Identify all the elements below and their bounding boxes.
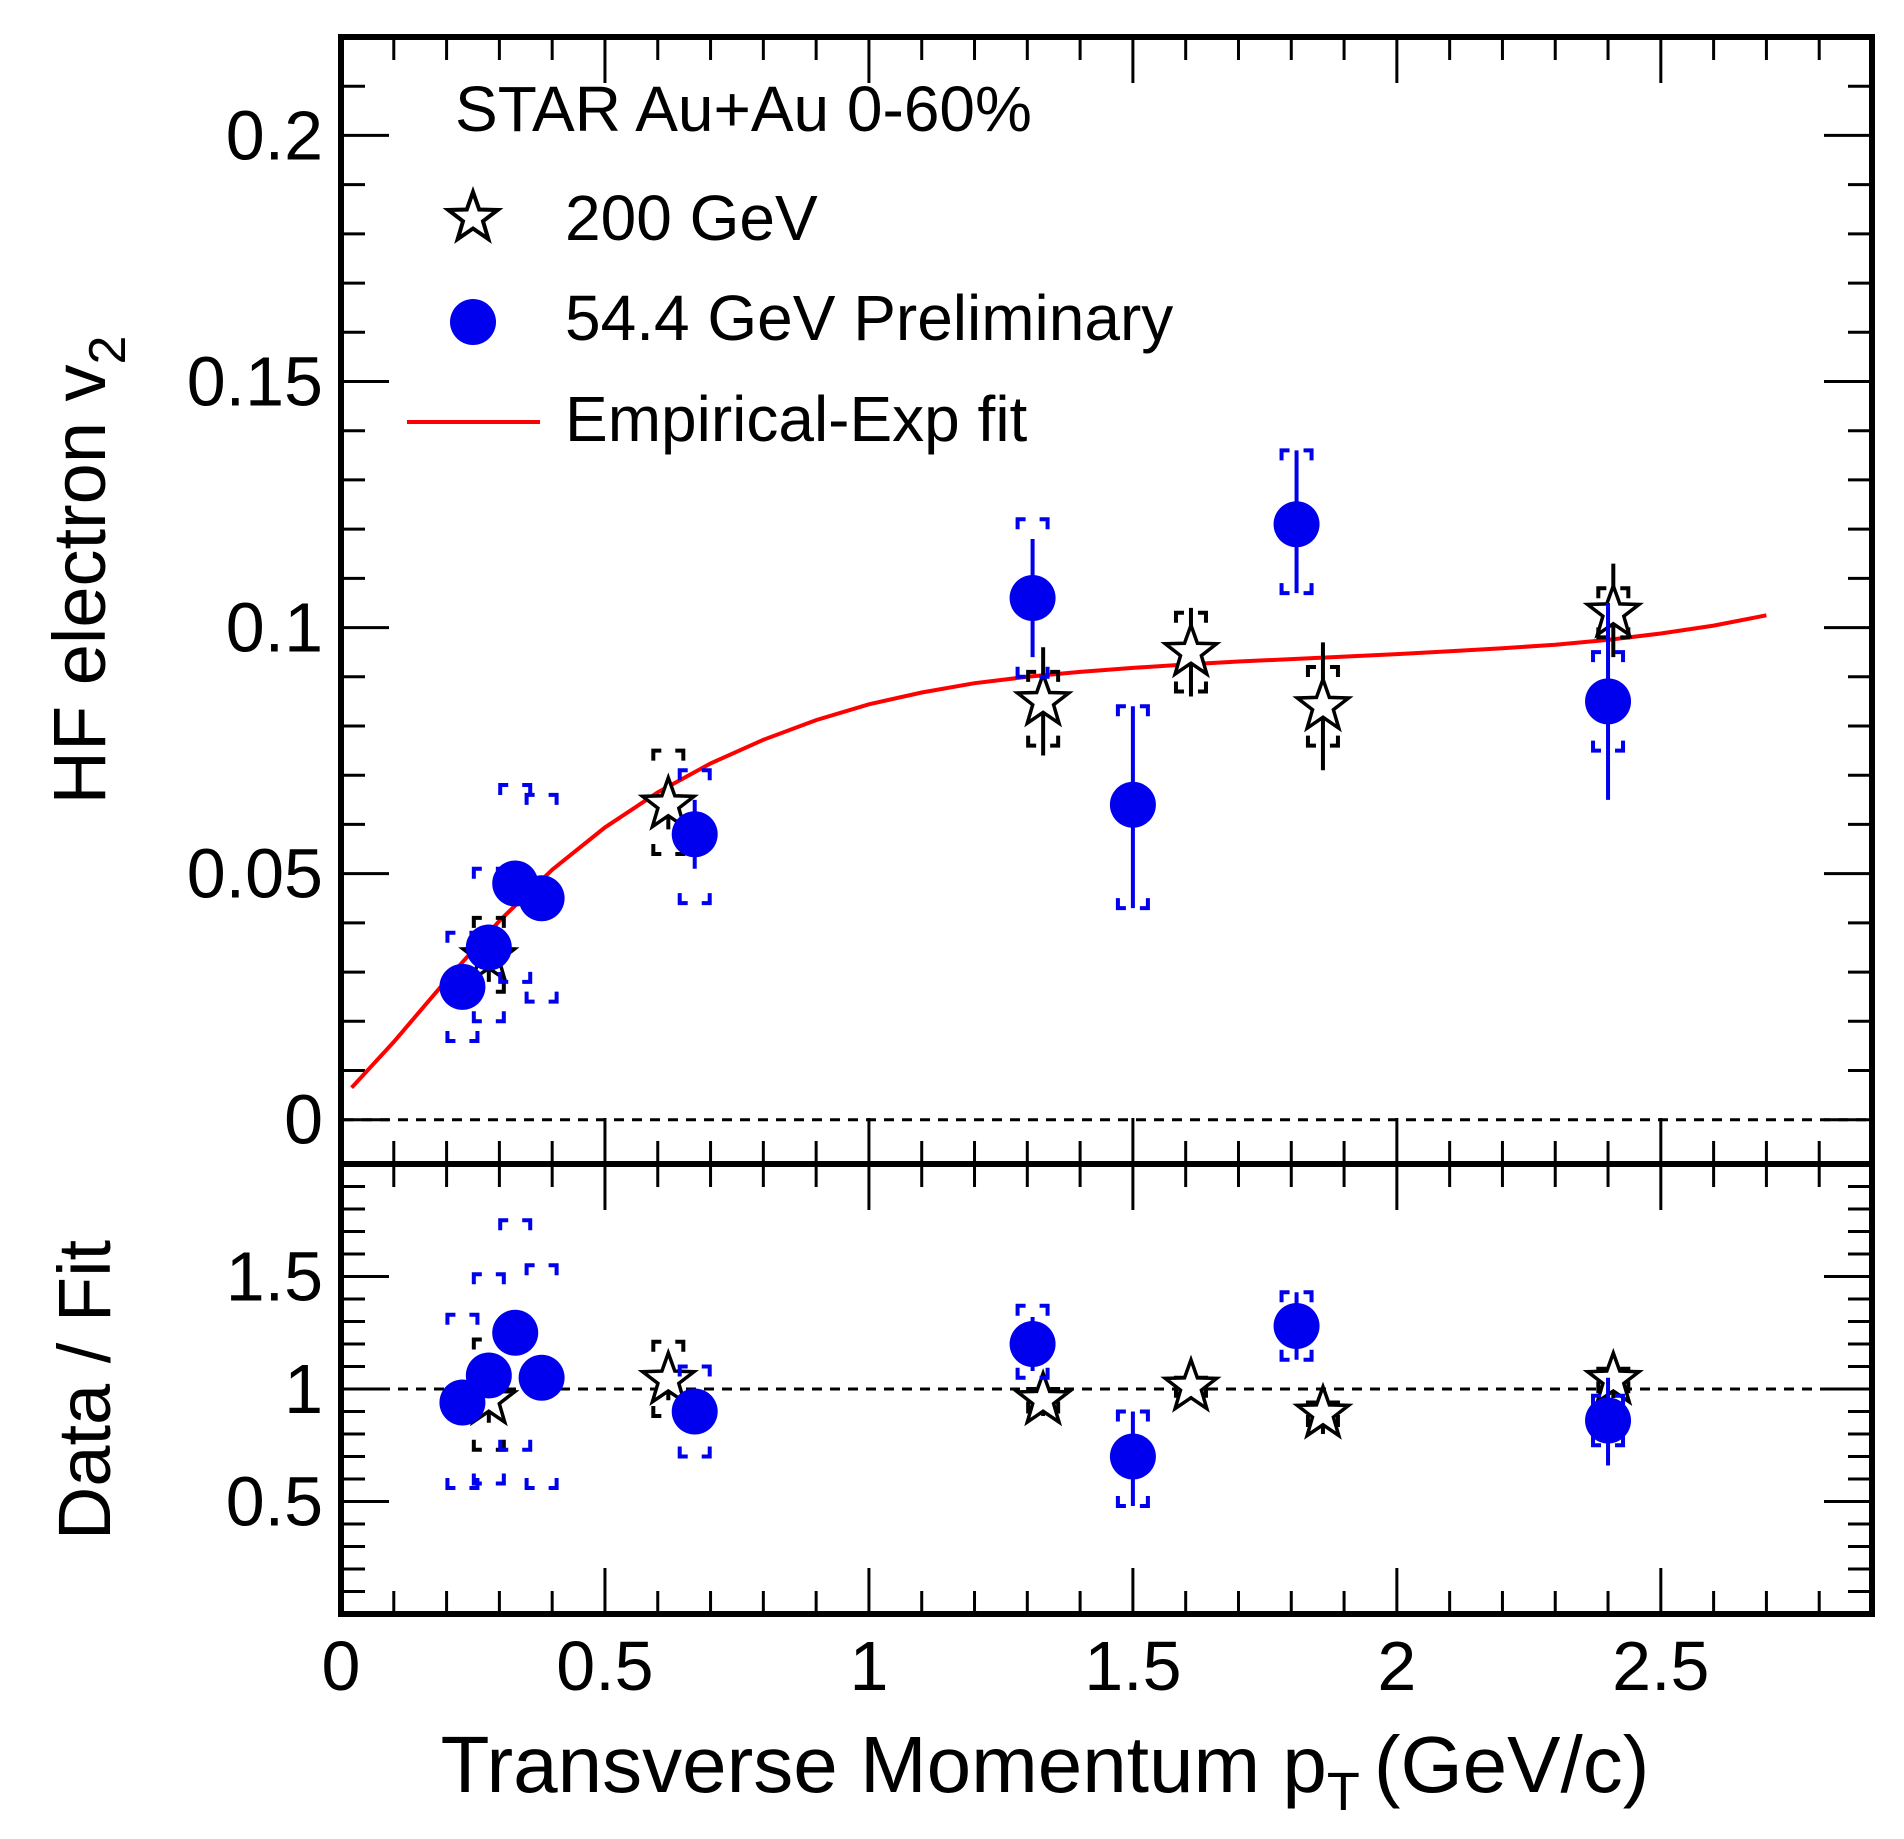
v2-panel-ticks — [339, 35, 1874, 1164]
v2-panel: 0 0.05 0.1 0.15 0.2 STAR Au+Au 0-60% 200 GeV… — [38, 34, 1875, 1167]
ratio-54-gev-circle-marker — [671, 1388, 718, 1435]
v2-54-gev-circle-marker — [439, 963, 486, 1010]
ratio-54-gev-circle-marker — [1585, 1397, 1632, 1444]
v2-200-gev-star-marker — [1160, 619, 1222, 679]
legend-star-icon — [442, 186, 504, 244]
v2-54-gev-sys-bracket — [1115, 704, 1150, 911]
ratio-200-gev-sys-bracket — [1305, 1400, 1340, 1427]
v2-54-gev-sys-bracket — [524, 792, 559, 1004]
v2-y-tick-label: 0 — [284, 1081, 323, 1159]
v2-200-gev-sys-bracket — [1026, 669, 1061, 748]
v2-200-gev-star-marker — [1582, 580, 1644, 639]
v2-54-gev-circle-marker — [1109, 781, 1156, 828]
ratio-200-gev-star-marker — [637, 1347, 699, 1407]
x-axis-label: Transverse Momentum pT (GeV/c) — [441, 1720, 1650, 1822]
ratio-54-gev-sys-bracket — [1279, 1290, 1314, 1362]
ratio-54-gev-sys-bracket — [677, 1364, 712, 1459]
ratio-200-gev-sys-bracket — [1596, 1366, 1631, 1394]
x-tick-label: 2 — [1377, 1627, 1416, 1705]
legend-title: STAR Au+Au 0-60% — [455, 73, 1032, 145]
ratio-y-axis-label: Data / Fit — [43, 1239, 126, 1540]
ratio-200-gev-sys-bracket — [651, 1339, 686, 1418]
ratio-54-gev-sys-bracket — [1015, 1303, 1050, 1380]
v2-54-gev-circle-marker — [518, 875, 565, 922]
ratio-200-gev-star-marker — [1012, 1368, 1074, 1427]
v2-54-gev-circle-marker — [465, 924, 512, 971]
v2-y-tick-label: 0.15 — [187, 342, 323, 420]
v2-54-gev-sys-bracket — [498, 783, 533, 984]
ratio-data-points — [439, 1218, 1644, 1508]
x-tick-label: 1.5 — [1084, 1627, 1181, 1705]
ratio-54-gev-circle-marker — [1009, 1321, 1056, 1367]
ratio-panel-ticks — [339, 1162, 1874, 1616]
v2-y-axis-label: HF electron v2 — [38, 336, 137, 805]
v2-200-gev-sys-bracket — [1596, 586, 1631, 640]
ratio-54-gev-circle-marker — [465, 1352, 512, 1399]
x-tick-labels: 0 0.5 1 1.5 2 2.5 — [322, 1627, 1710, 1705]
ratio-54-gev-circle-marker — [1109, 1433, 1156, 1480]
legend: STAR Au+Au 0-60% 200 GeV 54.4 GeV Prelim… — [407, 73, 1173, 455]
v2-54-gev-sys-bracket — [1279, 448, 1314, 596]
x-tick-label: 0.5 — [556, 1627, 653, 1705]
legend-circle-icon — [450, 299, 496, 345]
ratio-54-gev-sys-bracket — [1591, 1393, 1626, 1448]
v2-54-gev-sys-bracket — [1591, 650, 1626, 753]
v2-200-gev-star-marker — [1292, 674, 1354, 733]
v2-200-gev-sys-bracket — [471, 915, 506, 994]
x-tick-label: 0 — [322, 1627, 361, 1705]
ratio-y-tick-label: 1 — [284, 1350, 323, 1428]
ratio-panel: 0.5 1 1.5 Data / Fit — [43, 1161, 1875, 1617]
legend-label-200-gev: 200 GeV — [565, 182, 818, 254]
v2-54-gev-circle-marker — [1585, 678, 1632, 725]
v2-y-tick-label: 0.1 — [226, 589, 323, 667]
x-tick-label: 1 — [849, 1627, 888, 1705]
v2-data-points — [439, 448, 1644, 1043]
v2-200-gev-sys-bracket — [651, 748, 686, 856]
ratio-54-gev-sys-bracket — [445, 1312, 480, 1490]
ratio-54-gev-sys-bracket — [498, 1218, 533, 1452]
v2-200-gev-star-marker — [637, 772, 699, 831]
v2-54-gev-sys-bracket — [1015, 517, 1050, 679]
ratio-y-tick-label: 1.5 — [226, 1238, 323, 1316]
ratio-200-gev-star-marker — [1160, 1354, 1222, 1413]
ratio-y-tick-labels: 0.5 1 1.5 — [226, 1238, 323, 1541]
ratio-54-gev-sys-bracket — [471, 1272, 506, 1486]
v2-200-gev-star-marker — [1012, 669, 1074, 728]
ratio-54-gev-sys-bracket — [1115, 1409, 1150, 1508]
ratio-y-tick-label: 0.5 — [226, 1463, 323, 1541]
v2-y-tick-label: 0.05 — [187, 835, 323, 913]
v2-54-gev-circle-marker — [671, 811, 718, 858]
v2-200-gev-sys-bracket — [1305, 664, 1340, 748]
ratio-54-gev-circle-marker — [1273, 1303, 1320, 1349]
legend-label-fit: Empirical-Exp fit — [565, 383, 1028, 455]
x-tick-label: 2.5 — [1612, 1627, 1709, 1705]
ratio-54-gev-circle-marker — [492, 1309, 539, 1356]
v2-y-tick-labels: 0 0.05 0.1 0.15 0.2 — [187, 96, 323, 1158]
ratio-200-gev-sys-bracket — [1026, 1387, 1061, 1414]
ratio-200-gev-star-marker — [1292, 1381, 1354, 1440]
ratio-54-gev-circle-marker — [518, 1354, 565, 1401]
v2-54-gev-circle-marker — [1009, 575, 1056, 622]
empirical-exp-fit-curve — [350, 613, 1767, 1090]
legend-label-54-gev: 54.4 GeV Preliminary — [565, 282, 1173, 354]
v2-y-tick-label: 0.2 — [226, 96, 323, 174]
v2-54-gev-circle-marker — [1273, 501, 1320, 548]
ratio-54-gev-sys-bracket — [524, 1263, 559, 1490]
v2-200-gev-sys-bracket — [1173, 610, 1208, 694]
ratio-200-gev-star-marker — [1582, 1347, 1644, 1407]
v2-54-gev-sys-bracket — [677, 768, 712, 906]
